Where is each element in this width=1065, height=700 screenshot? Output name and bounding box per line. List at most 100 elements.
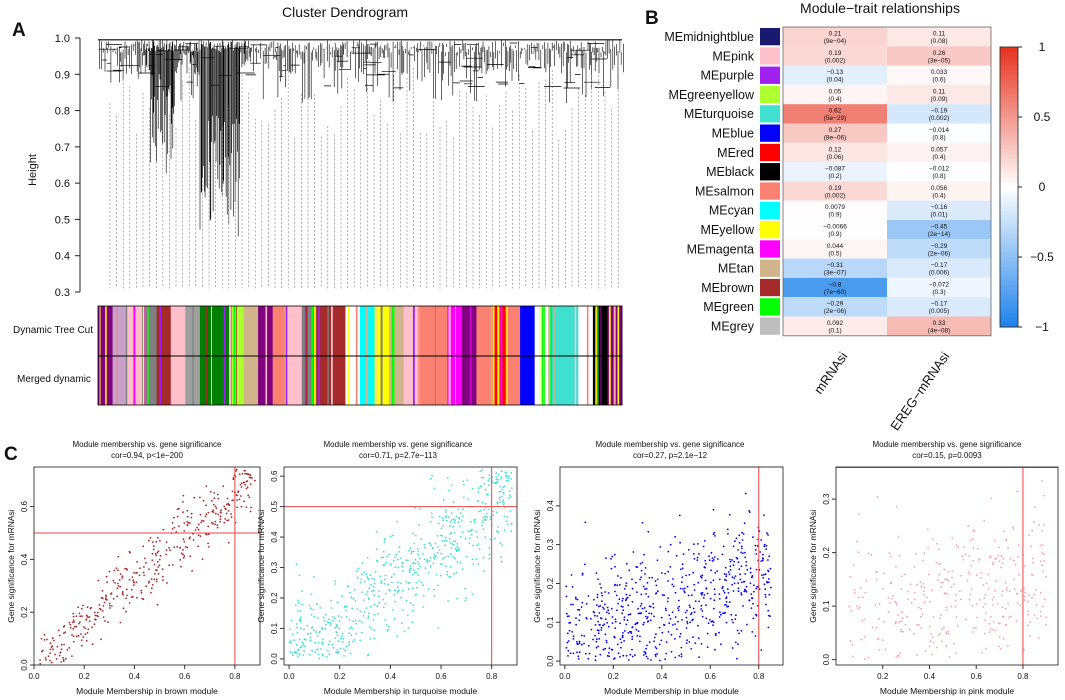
- scatter-point: [58, 654, 61, 657]
- scatter-point: [117, 555, 120, 558]
- scatter-point: [197, 545, 200, 548]
- colorbar-segment: [1000, 145, 1018, 151]
- scatter-point: [750, 607, 753, 609]
- heatmap-cell-corr: 0.056: [931, 185, 948, 192]
- scatter-point: [859, 606, 862, 609]
- scatter-point: [894, 622, 897, 625]
- colorbar-segment: [1000, 303, 1018, 309]
- y-tick-label: 0.4: [546, 500, 555, 512]
- scatter-point: [706, 646, 709, 648]
- scatter-point: [980, 571, 983, 574]
- scatter-point: [345, 615, 348, 618]
- scatter-point: [663, 624, 666, 626]
- scatter-point: [156, 551, 159, 554]
- heatmap-cell-pvalue: (0.9): [828, 231, 841, 238]
- scatter-point: [625, 593, 628, 596]
- scatter-point: [207, 546, 210, 548]
- scatter-point: [736, 657, 738, 660]
- scatter-point: [944, 578, 947, 581]
- scatter-point: [733, 582, 736, 585]
- heatmap-cell-corr: 0.27: [829, 127, 842, 134]
- scatter-point: [663, 594, 665, 597]
- scatter-point: [602, 648, 605, 651]
- scatter-point: [932, 641, 935, 644]
- scatter-point: [767, 626, 770, 629]
- scatter-point: [225, 508, 227, 511]
- scatter-point: [368, 625, 371, 628]
- scatter-point: [616, 609, 618, 612]
- y-tick-label: 0.1: [270, 622, 279, 634]
- scatter-point: [411, 550, 413, 553]
- scatter-point: [46, 638, 48, 641]
- scatter-point: [989, 616, 992, 618]
- scatter-point: [951, 570, 954, 572]
- scatter-point: [112, 579, 115, 582]
- scatter-point: [875, 626, 878, 629]
- scatter-point: [492, 514, 495, 517]
- scatter-point: [733, 577, 736, 580]
- scatter-point: [447, 489, 450, 492]
- scatter-point: [207, 542, 210, 545]
- scatter-point: [722, 612, 724, 614]
- y-tick-label: 0.1: [822, 600, 831, 612]
- scatter-point: [158, 558, 161, 561]
- scatter-point: [754, 549, 757, 551]
- scatter-point: [740, 545, 743, 548]
- heatmap-cell-corr: 0.33: [933, 320, 946, 327]
- scatter-point: [302, 654, 305, 656]
- scatter-point: [746, 623, 748, 626]
- scatter-point: [693, 557, 696, 560]
- scatter-xlabel: Module Membership in pink module: [880, 686, 1014, 696]
- scatter-point: [157, 572, 160, 575]
- scatter-point: [882, 639, 884, 641]
- heatmap-cell: [887, 123, 991, 143]
- scatter-point: [718, 631, 720, 634]
- scatter-point: [440, 552, 443, 555]
- scatter-point: [128, 550, 131, 553]
- scatter-point: [101, 610, 104, 612]
- scatter-point: [992, 561, 995, 564]
- scatter-point: [155, 578, 158, 581]
- scatter-points: [848, 480, 1048, 660]
- scatter-point: [650, 659, 652, 661]
- scatter-point: [175, 531, 178, 533]
- scatter-point: [726, 588, 729, 591]
- heatmap-cell-corr: −0.13: [827, 69, 844, 76]
- colorbar-segment: [1000, 131, 1018, 137]
- scatter-point: [631, 626, 634, 628]
- scatter-point: [429, 556, 432, 559]
- scatter-point: [631, 635, 634, 638]
- colorbar-segment: [1000, 154, 1018, 160]
- scatter-point: [478, 510, 481, 513]
- scatter-point: [327, 643, 330, 646]
- scatter-point: [594, 624, 597, 626]
- scatter-point: [721, 553, 724, 556]
- scatter-point: [971, 537, 974, 540]
- scatter-point: [703, 540, 706, 542]
- scatter-point: [972, 559, 975, 562]
- heatmap-cell-corr: 0.05: [829, 88, 842, 95]
- heatmap-cell-pvalue: (0.04): [827, 77, 844, 84]
- colorbar-segment: [1000, 56, 1018, 62]
- heatmap-cell: [783, 104, 887, 124]
- scatter-point: [731, 647, 734, 649]
- scatter-point: [247, 494, 250, 497]
- scatter-point: [220, 509, 223, 512]
- scatter-point: [745, 590, 748, 593]
- scatter-point: [597, 629, 600, 632]
- scatter-point: [972, 627, 975, 629]
- module-row-label: MEpink: [712, 49, 754, 63]
- scatter-point: [87, 628, 90, 631]
- scatter-point: [1031, 574, 1034, 576]
- scatter-point: [697, 581, 700, 584]
- scatter-point: [722, 545, 725, 548]
- scatter-point: [1007, 645, 1009, 648]
- scatter-point: [594, 614, 596, 617]
- scatter-point: [464, 600, 467, 602]
- scatter-point: [116, 595, 119, 598]
- scatter-point: [970, 565, 973, 567]
- scatter-point: [639, 635, 641, 638]
- scatter-point: [379, 575, 381, 578]
- scatter-point: [643, 553, 645, 556]
- scatter-point: [935, 561, 938, 564]
